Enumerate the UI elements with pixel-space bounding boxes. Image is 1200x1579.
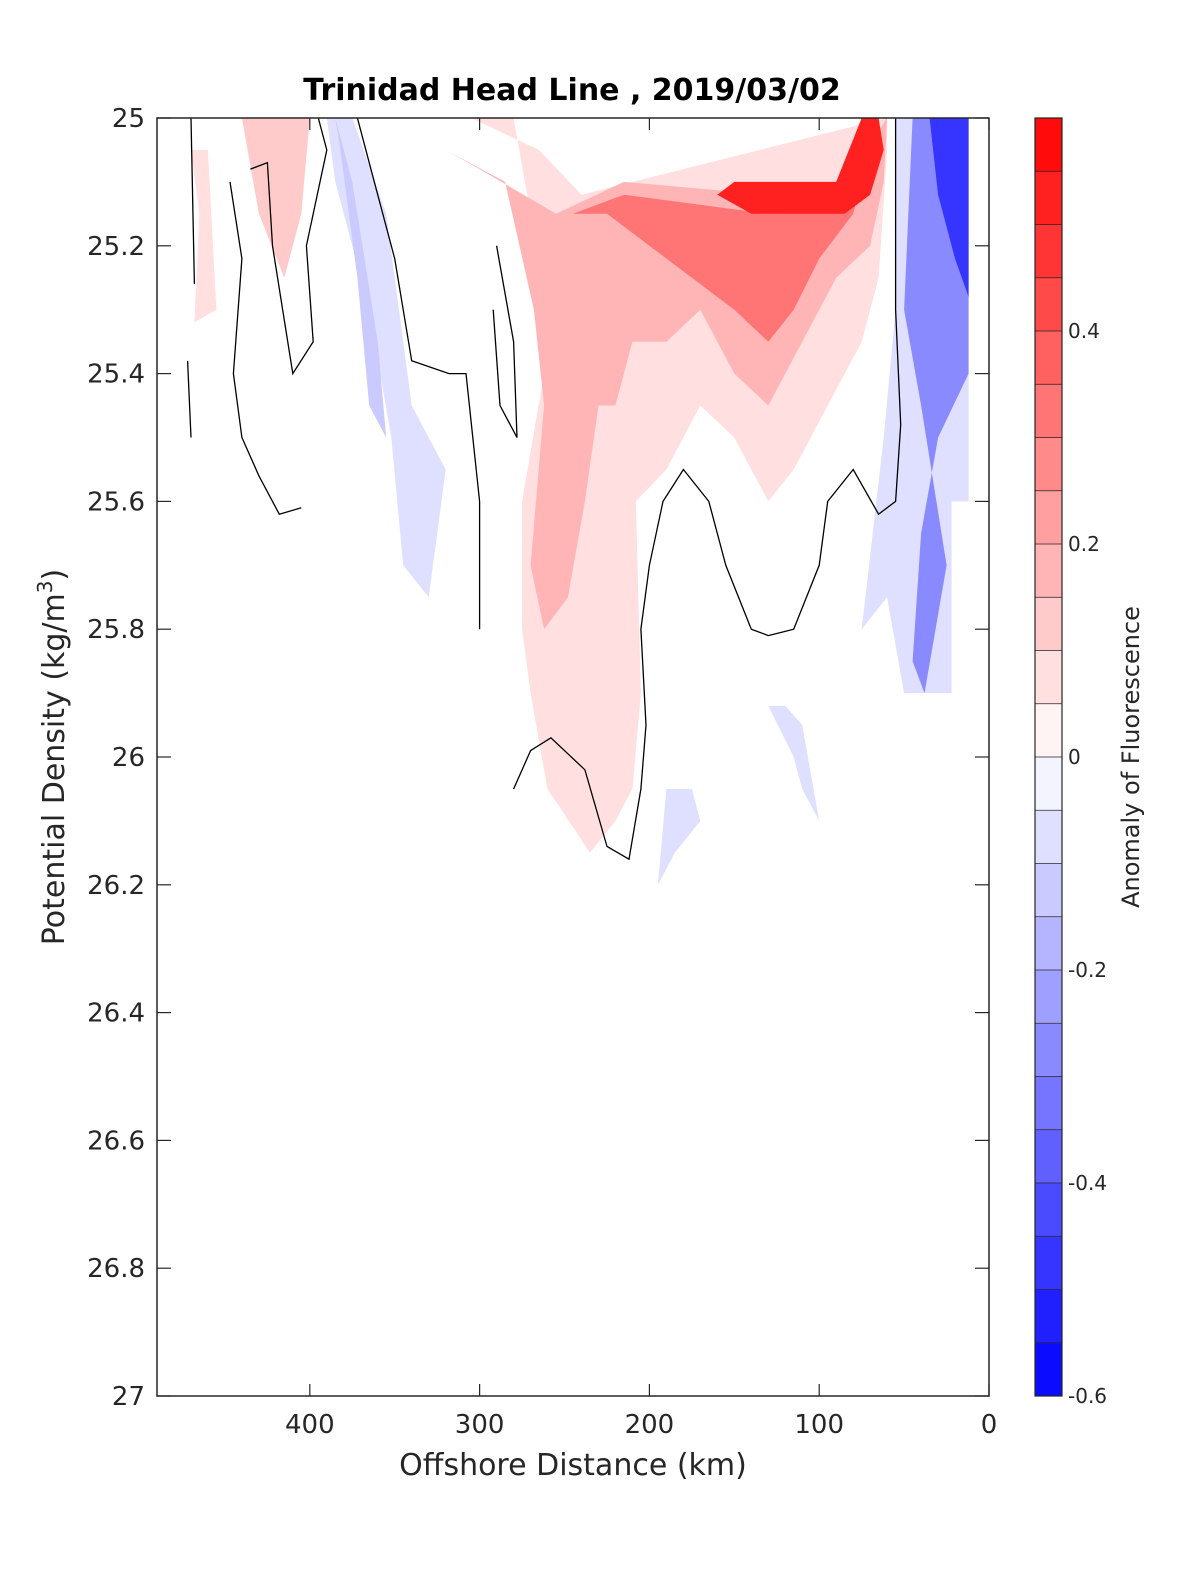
colorbar-band — [1035, 1023, 1062, 1077]
contour-line-zero-line-f — [492, 245, 518, 438]
filled-contours — [174, 118, 969, 885]
colorbar-band — [1035, 277, 1062, 332]
colorbar-band — [1035, 863, 1062, 918]
contour-line-zero-line-b — [186, 360, 192, 438]
contour-region-neg-deep-170 — [657, 789, 701, 885]
y-tick-label: 26.4 — [87, 999, 145, 1029]
colorbar-band — [1035, 490, 1062, 545]
y-tick-label: 26 — [112, 743, 145, 773]
colorbar-band — [1035, 1236, 1062, 1290]
y-tick-label: 27 — [112, 1382, 145, 1412]
colorbar-band — [1035, 1342, 1062, 1397]
y-tick-label: 25.4 — [87, 360, 145, 390]
y-axis: 25 25.2 25.4 25.6 25.8 26 26.2 26.4 26.6 26.8 27 — [87, 104, 989, 1412]
colorbar-band — [1035, 118, 1062, 172]
colorbar-band — [1035, 703, 1062, 758]
y-axis-label: Potential Density (kg/m3) — [33, 569, 72, 945]
colorbar — [1035, 118, 1062, 1397]
y-tick-label: 25 — [112, 104, 145, 134]
contour-region-neg-offshore-band-390-core — [335, 118, 387, 438]
colorbar-band — [1035, 1076, 1062, 1131]
x-axis: 400 300 200 100 0 — [285, 118, 997, 1440]
contour-region-neg-inshore-core — [904, 118, 969, 694]
colorbar-band — [1035, 544, 1062, 598]
y-tick-label: 26.6 — [87, 1126, 145, 1156]
contour-region-neg-deep-120 — [768, 705, 820, 821]
contour-region-neg-inshore-peak — [929, 118, 969, 297]
colorbar-band — [1035, 650, 1062, 705]
x-tick-label: 200 — [625, 1410, 675, 1440]
colorbar-band — [1035, 970, 1062, 1024]
y-tick-label: 25.8 — [87, 615, 145, 645]
colorbar-tick-label: -0.2 — [1068, 958, 1107, 982]
contour-line-zero-line-a — [190, 118, 196, 285]
y-tick-label: 25.6 — [87, 487, 145, 517]
x-tick-label: 400 — [285, 1410, 335, 1440]
x-axis-label: Offshore Distance (km) — [399, 1448, 747, 1483]
contour-line-zero-line-c — [250, 118, 328, 376]
colorbar-band — [1035, 916, 1062, 971]
colorbar-band — [1035, 1289, 1062, 1344]
y-axis-label-main: Potential Density (kg/m — [37, 593, 72, 945]
contour-line-zero-line-d — [229, 181, 302, 515]
colorbar-band — [1035, 597, 1062, 651]
contour-region-pos-peak — [717, 118, 884, 214]
contour-region-pos-offshore-420 — [241, 118, 310, 278]
zero-contour-lines — [186, 118, 902, 861]
colorbar-band — [1035, 224, 1062, 279]
colorbar-band — [1035, 757, 1062, 811]
chart-title: Trinidad Head Line , 2019/03/02 — [303, 73, 840, 108]
colorbar-tick-label: 0.2 — [1068, 532, 1100, 556]
y-tick-label: 26.8 — [87, 1254, 145, 1284]
y-tick-label: 25.2 — [87, 232, 145, 262]
colorbar-band — [1035, 1129, 1062, 1184]
contour-line-zero-line-e — [356, 118, 481, 630]
y-axis-label-sup: 3 — [33, 580, 57, 593]
y-axis-label-close: ) — [37, 569, 72, 581]
x-tick-label: 300 — [455, 1410, 505, 1440]
colorbar-band — [1035, 810, 1062, 864]
contour-line-zero-line-g — [513, 118, 902, 861]
colorbar-ticks: -0.6 -0.4 -0.2 0 0.2 0.4 — [1068, 319, 1107, 1408]
colorbar-tick-label: 0.4 — [1068, 319, 1100, 343]
colorbar-tick-label: -0.4 — [1068, 1171, 1107, 1195]
colorbar-tick-label: 0 — [1068, 745, 1081, 769]
colorbar-band — [1035, 437, 1062, 492]
contour-region-pos-core — [573, 118, 879, 342]
y-tick-label: 26.2 — [87, 871, 145, 901]
x-tick-label: 100 — [794, 1410, 844, 1440]
contour-region-pos-offshore-470 — [174, 150, 217, 323]
colorbar-frame — [1034, 117, 1063, 1397]
colorbar-tick-label: -0.6 — [1068, 1384, 1107, 1408]
colorbar-band — [1035, 171, 1062, 225]
colorbar-band — [1035, 1183, 1062, 1237]
colorbar-band — [1035, 384, 1062, 438]
x-tick-label: 0 — [981, 1410, 998, 1440]
colorbar-band — [1035, 331, 1062, 385]
colorbar-label: Anomaly of Fluorescence — [1117, 606, 1145, 908]
